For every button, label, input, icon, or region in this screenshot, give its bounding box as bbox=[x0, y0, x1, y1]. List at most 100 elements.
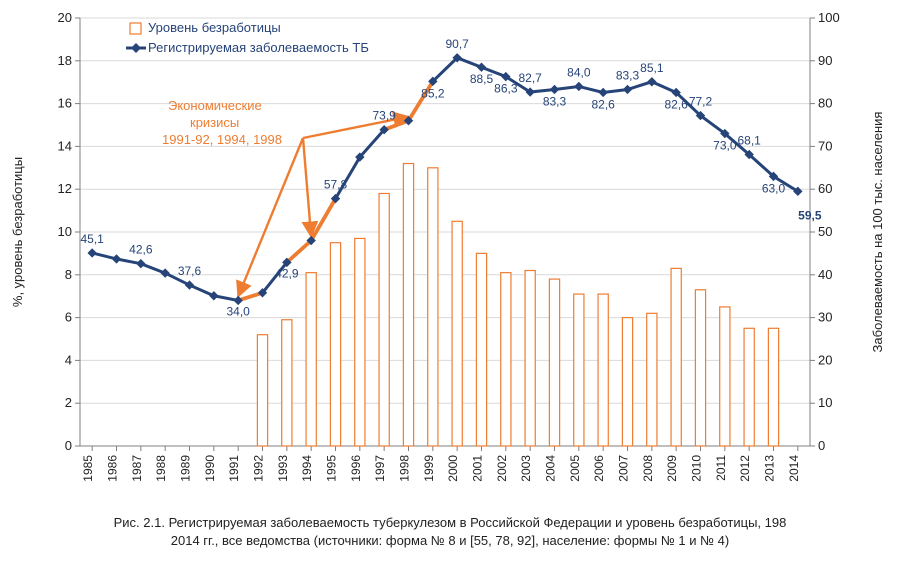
legend-marker-icon bbox=[131, 43, 141, 53]
svg-text:1996: 1996 bbox=[349, 455, 363, 482]
line-value-label: 82,6 bbox=[664, 97, 688, 111]
line-value-label: 86,3 bbox=[494, 82, 518, 96]
svg-text:4: 4 bbox=[65, 352, 72, 367]
svg-text:20: 20 bbox=[818, 352, 832, 367]
line-value-label: 82,6 bbox=[591, 97, 615, 111]
svg-text:2004: 2004 bbox=[544, 455, 558, 482]
svg-text:100: 100 bbox=[818, 10, 840, 25]
bar bbox=[525, 271, 535, 446]
svg-text:2: 2 bbox=[65, 395, 72, 410]
line-value-label: 84,0 bbox=[567, 65, 591, 79]
line-marker bbox=[88, 249, 96, 257]
line-value-label: 73,0 bbox=[713, 139, 737, 153]
svg-text:2005: 2005 bbox=[568, 455, 582, 482]
crisis-label-3: 1991-92, 1994, 1998 bbox=[162, 132, 282, 147]
bar bbox=[452, 221, 462, 446]
chart-container: 0246810121416182001020304050607080901001… bbox=[0, 0, 900, 582]
crisis-label-1: Экономические bbox=[168, 98, 262, 113]
bar bbox=[768, 328, 778, 446]
line-value-label: 59,5 bbox=[798, 208, 822, 222]
y-left-axis-title: %, уровень безработицы bbox=[10, 157, 25, 307]
bar bbox=[671, 268, 681, 446]
svg-text:18: 18 bbox=[58, 53, 72, 68]
bar bbox=[330, 243, 340, 446]
svg-text:2010: 2010 bbox=[690, 455, 704, 482]
line-marker bbox=[599, 88, 607, 96]
line-value-label: 73,9 bbox=[372, 109, 396, 123]
bar bbox=[574, 294, 584, 446]
svg-text:20: 20 bbox=[58, 10, 72, 25]
legend-label-line: Регистрируемая заболеваемость ТБ bbox=[148, 40, 369, 55]
svg-text:1999: 1999 bbox=[422, 455, 436, 482]
bar bbox=[257, 335, 267, 446]
line-value-label: 34,0 bbox=[226, 304, 250, 318]
line-value-label: 42,9 bbox=[275, 266, 299, 280]
bar bbox=[622, 318, 632, 446]
svg-text:60: 60 bbox=[818, 181, 832, 196]
svg-text:80: 80 bbox=[818, 96, 832, 111]
bar bbox=[282, 320, 292, 446]
svg-text:10: 10 bbox=[58, 224, 72, 239]
legend-swatch-bar bbox=[130, 23, 141, 34]
svg-text:12: 12 bbox=[58, 181, 72, 196]
svg-text:2003: 2003 bbox=[519, 455, 533, 482]
svg-text:14: 14 bbox=[58, 138, 72, 153]
line-value-label: 85,1 bbox=[640, 61, 664, 75]
svg-text:0: 0 bbox=[818, 438, 825, 453]
svg-text:70: 70 bbox=[818, 138, 832, 153]
svg-text:1986: 1986 bbox=[106, 455, 120, 482]
figure-caption: Рис. 2.1. Регистрируемая заболеваемость … bbox=[0, 510, 900, 549]
svg-text:1998: 1998 bbox=[398, 455, 412, 482]
bar bbox=[476, 253, 486, 446]
svg-text:1985: 1985 bbox=[81, 455, 95, 482]
svg-text:2014: 2014 bbox=[787, 455, 801, 482]
svg-text:1991: 1991 bbox=[227, 455, 241, 482]
line-value-label: 90,7 bbox=[445, 37, 469, 51]
svg-text:1990: 1990 bbox=[203, 455, 217, 482]
bar bbox=[428, 168, 438, 446]
svg-text:2000: 2000 bbox=[446, 455, 460, 482]
svg-text:2006: 2006 bbox=[592, 455, 606, 482]
svg-text:6: 6 bbox=[65, 310, 72, 325]
caption-line1: Рис. 2.1. Регистрируемая заболеваемость … bbox=[114, 515, 787, 530]
svg-text:2008: 2008 bbox=[641, 455, 655, 482]
bar bbox=[720, 307, 730, 446]
combo-chart: 0246810121416182001020304050607080901001… bbox=[0, 0, 900, 510]
svg-text:90: 90 bbox=[818, 53, 832, 68]
legend-label-bar: Уровень безработицы bbox=[148, 20, 281, 35]
crisis-label-2: кризисы bbox=[190, 115, 239, 130]
line-marker bbox=[551, 85, 559, 93]
svg-text:30: 30 bbox=[818, 310, 832, 325]
bar bbox=[379, 193, 389, 446]
line-marker bbox=[478, 63, 486, 71]
bar bbox=[501, 273, 511, 446]
line-value-label: 83,3 bbox=[543, 94, 567, 108]
bar bbox=[744, 328, 754, 446]
line-marker bbox=[113, 255, 121, 263]
crisis-arrow bbox=[303, 138, 311, 237]
bar bbox=[306, 273, 316, 446]
svg-text:2011: 2011 bbox=[714, 455, 728, 481]
line-value-label: 83,3 bbox=[616, 68, 640, 82]
line-value-label: 77,2 bbox=[689, 95, 713, 109]
svg-text:16: 16 bbox=[58, 96, 72, 111]
svg-text:10: 10 bbox=[818, 395, 832, 410]
svg-text:2013: 2013 bbox=[763, 455, 777, 482]
bar bbox=[695, 290, 705, 446]
bar bbox=[598, 294, 608, 446]
svg-text:50: 50 bbox=[818, 224, 832, 239]
svg-text:2007: 2007 bbox=[617, 455, 631, 482]
svg-text:0: 0 bbox=[65, 438, 72, 453]
line-value-label: 57,8 bbox=[324, 178, 348, 192]
line-marker bbox=[137, 260, 145, 268]
svg-text:1989: 1989 bbox=[179, 455, 193, 482]
line-marker bbox=[624, 85, 632, 93]
svg-text:1994: 1994 bbox=[300, 455, 314, 482]
bar bbox=[403, 164, 413, 446]
line-marker bbox=[575, 82, 583, 90]
line-value-label: 42,6 bbox=[129, 243, 153, 257]
line-value-label: 68,1 bbox=[737, 134, 761, 148]
line-value-label: 85,2 bbox=[421, 86, 445, 100]
line-value-label: 82,7 bbox=[518, 71, 542, 85]
line-value-label: 45,1 bbox=[80, 232, 104, 246]
